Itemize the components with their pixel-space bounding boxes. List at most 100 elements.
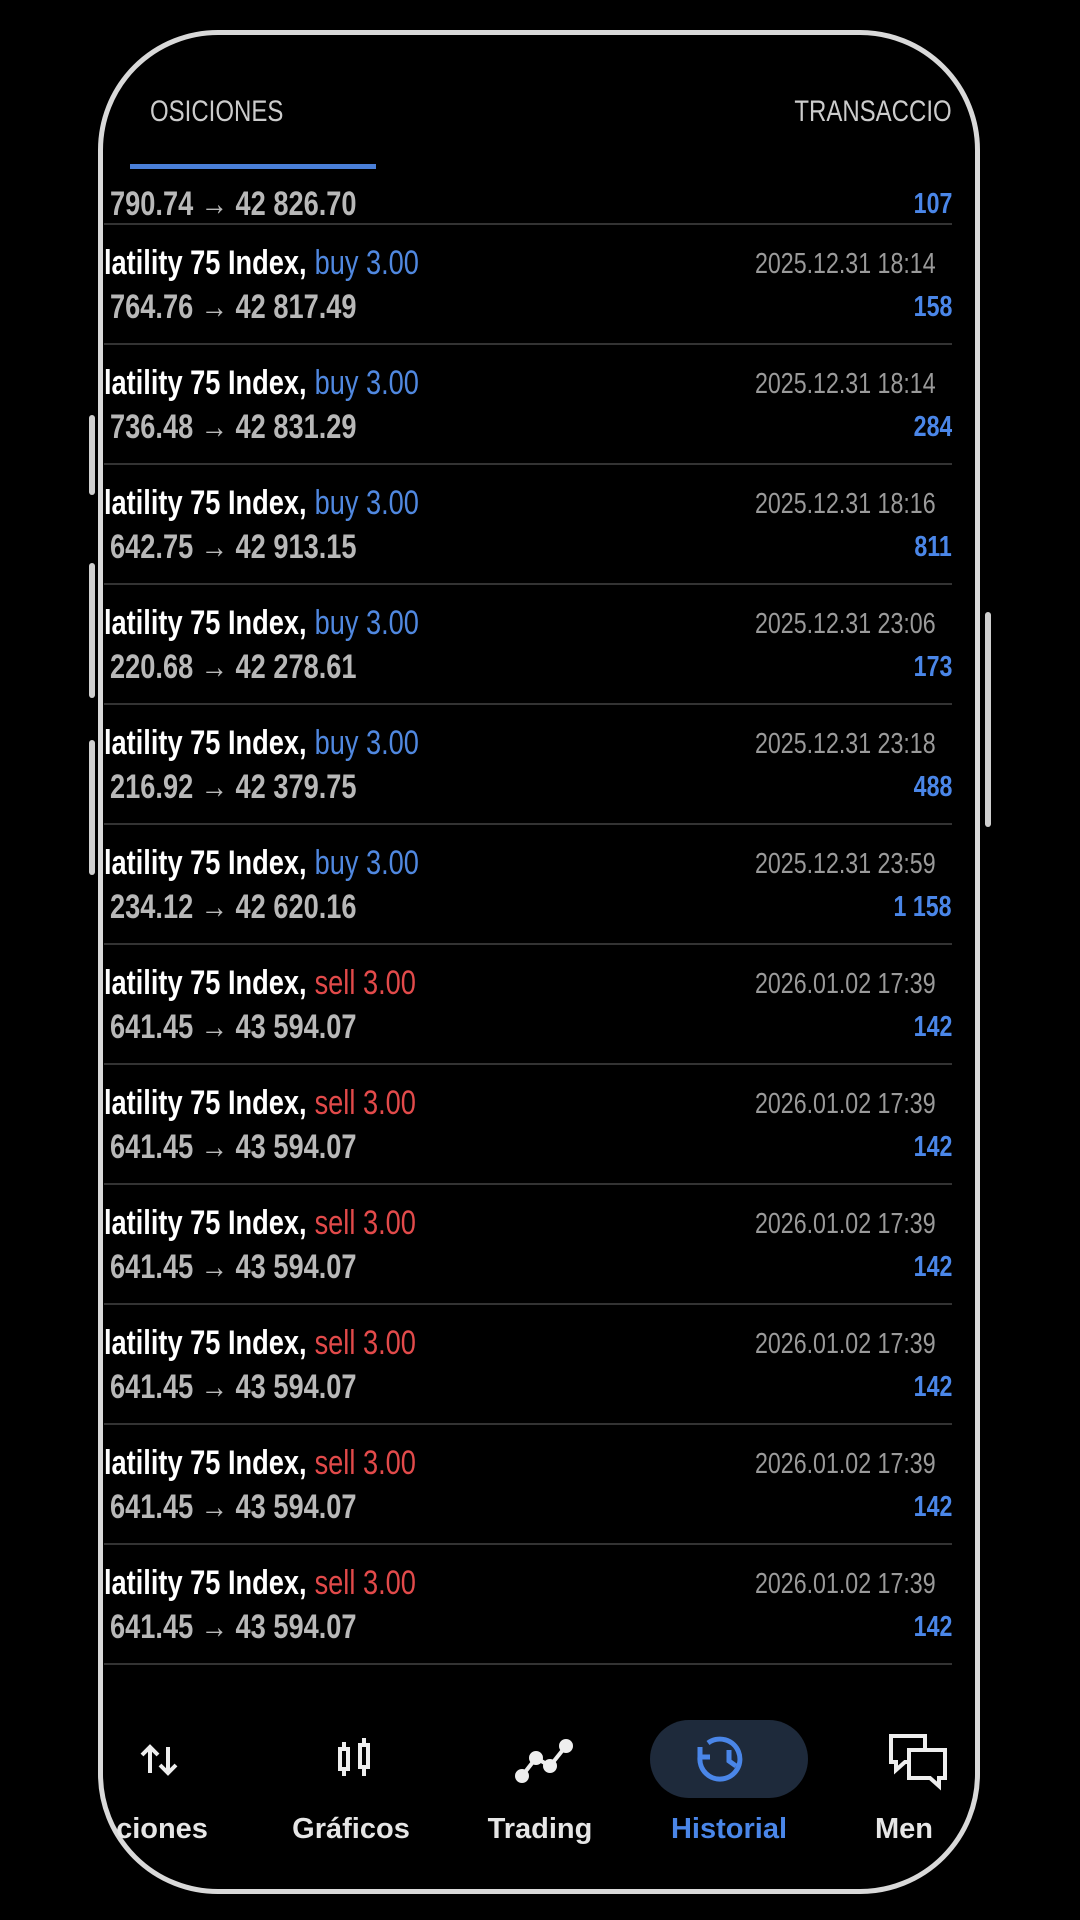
side: buy 3.00 bbox=[314, 724, 419, 762]
symbol: latility 75 Index, bbox=[104, 484, 307, 522]
nav-label[interactable]: Trading bbox=[487, 1813, 593, 1845]
history-list: OSICIONES TRANSACCIO 790.74 → 42 826.70 1… bbox=[104, 60, 952, 1680]
time: 2025.12.31 23:18 bbox=[755, 728, 936, 760]
row-title[interactable]: latility 75 Index, buy 3.00 bbox=[104, 844, 419, 883]
time: 2025.12.31 23:06 bbox=[755, 608, 936, 640]
nav-icons bbox=[140, 1734, 947, 1791]
symbol: latility 75 Index, bbox=[104, 244, 307, 282]
tab[interactable]: TRANSACCIO bbox=[794, 95, 952, 128]
symbol: latility 75 Index, bbox=[104, 844, 307, 882]
symbol: latility 75 Index, bbox=[104, 964, 307, 1002]
symbol: latility 75 Index, bbox=[104, 1564, 307, 1602]
side-button bbox=[985, 612, 991, 827]
time: 2026.01.02 17:39 bbox=[755, 1568, 936, 1600]
separator bbox=[104, 703, 952, 705]
prices: 764.76 → 42 817.49 bbox=[110, 288, 357, 326]
prices: 641.45 → 43 594.07 bbox=[110, 1488, 357, 1526]
side: buy 3.00 bbox=[314, 484, 419, 522]
side: sell 3.00 bbox=[314, 964, 416, 1002]
profit: 142 bbox=[913, 1131, 952, 1163]
separator bbox=[104, 1423, 952, 1425]
prices: 642.75 → 42 913.15 bbox=[110, 528, 357, 566]
profit: 107 bbox=[913, 188, 952, 220]
row-title[interactable]: latility 75 Index, buy 3.00 bbox=[104, 604, 419, 643]
prices: 736.48 → 42 831.29 bbox=[110, 408, 357, 446]
symbol: latility 75 Index, bbox=[104, 724, 307, 762]
profit: 488 bbox=[913, 771, 952, 803]
icon-history bbox=[697, 1736, 743, 1782]
profit: 811 bbox=[914, 531, 952, 563]
profit: 1 158 bbox=[893, 891, 952, 923]
side: sell 3.00 bbox=[314, 1444, 416, 1482]
row-title[interactable]: latility 75 Index, sell 3.00 bbox=[104, 1204, 416, 1243]
time: 2026.01.02 17:39 bbox=[755, 1328, 936, 1360]
side: sell 3.00 bbox=[314, 1084, 416, 1122]
separator bbox=[104, 463, 952, 465]
prices: 641.45 → 43 594.07 bbox=[110, 1608, 357, 1646]
prices: 641.45 → 43 594.07 bbox=[110, 1368, 357, 1406]
symbol: latility 75 Index, bbox=[104, 604, 307, 642]
profit: 142 bbox=[913, 1491, 952, 1523]
separator bbox=[104, 223, 952, 225]
separator bbox=[104, 583, 952, 585]
time: 2026.01.02 17:39 bbox=[755, 1448, 936, 1480]
row-title[interactable]: latility 75 Index, buy 3.00 bbox=[104, 244, 419, 283]
separator bbox=[104, 1303, 952, 1305]
row-title[interactable]: latility 75 Index, buy 3.00 bbox=[104, 724, 419, 763]
time: 2026.01.02 17:39 bbox=[755, 968, 936, 1000]
nav-label[interactable]: ciones bbox=[116, 1813, 208, 1845]
tab[interactable]: OSICIONES bbox=[150, 95, 284, 128]
time: 2025.12.31 18:14 bbox=[755, 368, 936, 400]
side-button bbox=[89, 563, 95, 698]
phone-frame bbox=[98, 30, 980, 1894]
nav-label[interactable]: Men bbox=[875, 1813, 933, 1845]
separator bbox=[104, 343, 952, 345]
side: sell 3.00 bbox=[314, 1204, 416, 1242]
symbol: latility 75 Index, bbox=[104, 364, 307, 402]
time: 2025.12.31 18:14 bbox=[755, 248, 936, 280]
side-button bbox=[89, 740, 95, 875]
prices: 216.92 → 42 379.75 bbox=[110, 768, 357, 806]
separator bbox=[104, 823, 952, 825]
icon-charts bbox=[338, 1738, 370, 1776]
icon-messages bbox=[889, 1734, 947, 1791]
time: 2026.01.02 17:39 bbox=[755, 1208, 936, 1240]
side: buy 3.00 bbox=[314, 244, 419, 282]
prices: 234.12 → 42 620.16 bbox=[110, 888, 357, 926]
row-title[interactable]: latility 75 Index, sell 3.00 bbox=[104, 1324, 416, 1363]
separator bbox=[104, 943, 952, 945]
time: 2026.01.02 17:39 bbox=[755, 1088, 936, 1120]
profit: 142 bbox=[913, 1371, 952, 1403]
row-title[interactable]: latility 75 Index, sell 3.00 bbox=[104, 1084, 416, 1123]
profit: 142 bbox=[913, 1611, 952, 1643]
row-title[interactable]: latility 75 Index, buy 3.00 bbox=[104, 484, 419, 523]
side: sell 3.00 bbox=[314, 1324, 416, 1362]
time: 2025.12.31 23:59 bbox=[755, 848, 936, 880]
side: buy 3.00 bbox=[314, 844, 419, 882]
nav-label[interactable]: Historial bbox=[670, 1813, 788, 1845]
icon-trading bbox=[515, 1739, 573, 1783]
prices: 220.68 → 42 278.61 bbox=[110, 648, 357, 686]
side: sell 3.00 bbox=[314, 1564, 416, 1602]
prices: 641.45 → 43 594.07 bbox=[110, 1248, 357, 1286]
bottom-nav: ciones Gráficos Trading Historial Men bbox=[104, 1700, 974, 1870]
row-title[interactable]: latility 75 Index, sell 3.00 bbox=[104, 1444, 416, 1483]
row-title[interactable]: latility 75 Index, buy 3.00 bbox=[104, 364, 419, 403]
profit: 173 bbox=[913, 651, 952, 683]
side: buy 3.00 bbox=[314, 604, 419, 642]
separator bbox=[104, 1183, 952, 1185]
separator bbox=[104, 1063, 952, 1065]
nav-label[interactable]: Gráficos bbox=[292, 1813, 410, 1845]
prices: 641.45 → 43 594.07 bbox=[110, 1128, 357, 1166]
profit: 142 bbox=[913, 1251, 952, 1283]
time: 2025.12.31 18:16 bbox=[755, 488, 936, 520]
symbol: latility 75 Index, bbox=[104, 1444, 307, 1482]
tab-indicator bbox=[130, 164, 376, 169]
symbol: latility 75 Index, bbox=[104, 1084, 307, 1122]
side-button bbox=[89, 415, 95, 495]
row-title[interactable]: latility 75 Index, sell 3.00 bbox=[104, 1564, 416, 1603]
separator bbox=[104, 1543, 952, 1545]
row-title[interactable]: latility 75 Index, sell 3.00 bbox=[104, 964, 416, 1003]
prices: 790.74 → 42 826.70 bbox=[110, 185, 357, 223]
